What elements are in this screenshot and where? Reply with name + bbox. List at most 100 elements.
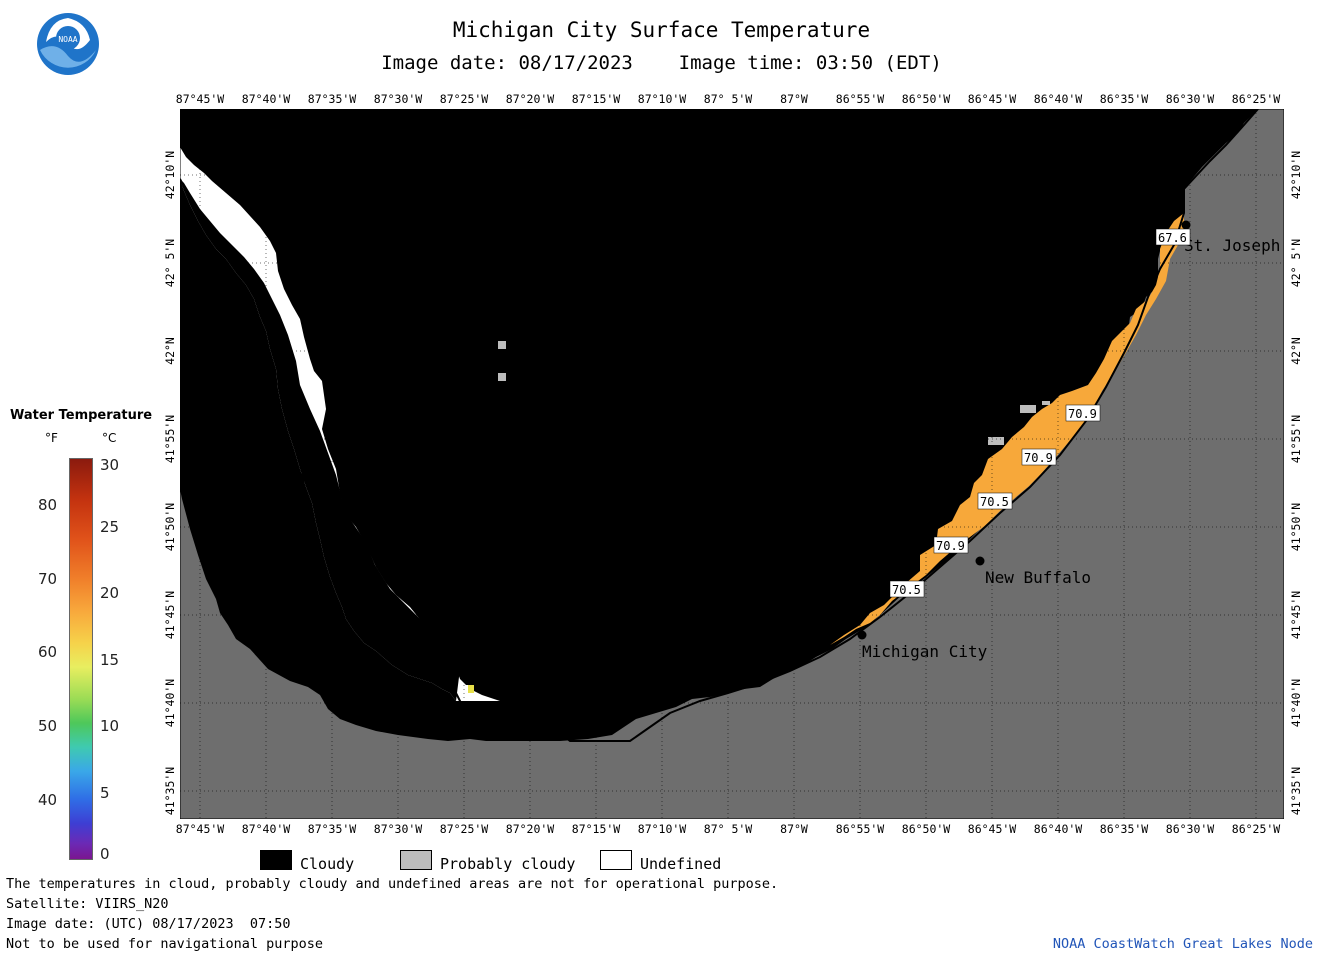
lon-tick-bottom-2: 87°35'W	[307, 822, 357, 836]
temp-label-text: 70.5	[892, 583, 921, 597]
st-joseph-label: St. Joseph	[1184, 236, 1280, 255]
noaa-logo-text: NOAA	[58, 35, 77, 44]
lat-tick-left-2: 42°N	[163, 337, 177, 365]
color-scale-bar	[69, 458, 93, 860]
lon-tick-top-16: 86°25'W	[1231, 92, 1281, 106]
lat-tick-left-1: 42° 5'N	[163, 238, 177, 288]
legend-f-tick-4: 40	[38, 791, 58, 809]
lat-tick-left-0: 42°10'N	[163, 150, 177, 200]
st-joseph-marker	[1181, 220, 1191, 230]
undefined-swatch	[600, 850, 632, 870]
lat-tick-right-6: 41°40'N	[1289, 678, 1303, 728]
lon-tick-top-7: 87°10'W	[637, 92, 687, 106]
chicago-shore-inner-cloud	[180, 179, 460, 701]
legend-f-tick-3: 50	[38, 717, 58, 735]
lat-tick-left-7: 41°35'N	[163, 766, 177, 816]
footer-satellite: Satellite: VIIRS_N20	[6, 896, 169, 912]
temp-label-text: 70.9	[1068, 407, 1097, 421]
lake-cloud-area	[180, 109, 1258, 741]
new-buffalo-label: New Buffalo	[985, 568, 1091, 587]
michigan-city-marker	[857, 630, 867, 640]
footer-credit: NOAA CoastWatch Great Lakes Node	[1052, 936, 1313, 952]
lat-tick-left-5: 41°45'N	[163, 590, 177, 640]
temp-label-text: 70.9	[1024, 451, 1053, 465]
probably-cloudy-key-label: Probably cloudy	[440, 855, 576, 873]
legend-unit-f: °F	[45, 431, 58, 445]
lon-tick-top-3: 87°30'W	[373, 92, 423, 106]
temp-label: 70.9	[1065, 404, 1101, 422]
lon-tick-bottom-15: 86°30'W	[1165, 822, 1215, 836]
lon-tick-top-10: 86°55'W	[835, 92, 885, 106]
lon-tick-top-15: 86°30'W	[1165, 92, 1215, 106]
legend-c-tick-2: 20	[100, 584, 120, 602]
temp-label-text: 70.5	[980, 495, 1009, 509]
legend-f-tick-1: 70	[38, 570, 58, 588]
cloudy-key-label: Cloudy	[300, 855, 355, 873]
legend-c-tick-0: 30	[100, 456, 120, 474]
lon-tick-bottom-11: 86°50'W	[901, 822, 951, 836]
temp-label: 67.6	[1155, 228, 1191, 246]
footer-note: The temperatures in cloud, probably clou…	[6, 876, 779, 892]
lon-tick-top-2: 87°35'W	[307, 92, 357, 106]
lon-tick-bottom-12: 86°45'W	[967, 822, 1017, 836]
lon-tick-top-14: 86°35'W	[1099, 92, 1149, 106]
lat-tick-right-4: 41°50'N	[1289, 502, 1303, 552]
lon-tick-bottom-7: 87°10'W	[637, 822, 687, 836]
chicago-label: Chicago	[228, 483, 295, 502]
lon-tick-top-1: 87°40'W	[241, 92, 291, 106]
lon-tick-top-9: 87°W	[780, 92, 808, 106]
legend-c-tick-4: 10	[100, 717, 120, 735]
legend-title: Water Temperature	[10, 408, 153, 423]
legend-c-tick-3: 15	[100, 651, 120, 669]
lat-tick-left-6: 41°40'N	[163, 678, 177, 728]
lon-tick-bottom-6: 87°15'W	[571, 822, 621, 836]
lon-tick-bottom-4: 87°25'W	[439, 822, 489, 836]
lat-tick-right-2: 42°N	[1289, 337, 1303, 365]
warm-pixel	[468, 685, 474, 693]
lon-tick-top-4: 87°25'W	[439, 92, 489, 106]
legend-f-tick-2: 60	[38, 643, 58, 661]
probably-cloudy-pixel	[498, 341, 506, 349]
probably-cloudy-pixel	[1020, 405, 1036, 413]
lat-tick-right-1: 42° 5'N	[1289, 238, 1303, 288]
michigan-city-label: Michigan City	[862, 642, 988, 661]
legend-c-tick-1: 25	[100, 518, 120, 536]
probably-cloudy-pixel	[498, 373, 506, 381]
undefined-key-label: Undefined	[640, 855, 722, 873]
map: Chicago Michigan City New Buffalo St. Jo…	[180, 109, 1284, 819]
chicago-marker	[297, 473, 307, 483]
lon-tick-top-5: 87°20'W	[505, 92, 555, 106]
temp-label: 70.5	[889, 580, 925, 598]
probably-cloudy-pixel	[1042, 401, 1050, 405]
lon-tick-top-12: 86°45'W	[967, 92, 1017, 106]
legend-f-tick-0: 80	[38, 496, 58, 514]
shoreline	[180, 109, 1259, 742]
lon-tick-top-13: 86°40'W	[1033, 92, 1083, 106]
lat-tick-left-3: 41°55'N	[163, 414, 177, 464]
temp-label: 70.9	[1021, 448, 1057, 466]
cloudy-swatch	[260, 850, 292, 870]
footer-nav-warning: Not to be used for navigational purpose	[6, 936, 323, 952]
lon-tick-top-6: 87°15'W	[571, 92, 621, 106]
lat-tick-left-4: 41°50'N	[163, 502, 177, 552]
lon-tick-top-11: 86°50'W	[901, 92, 951, 106]
lon-tick-bottom-13: 86°40'W	[1033, 822, 1083, 836]
lat-tick-right-3: 41°55'N	[1289, 414, 1303, 464]
temp-label: 70.5	[977, 492, 1013, 510]
lon-tick-bottom-9: 87°W	[780, 822, 808, 836]
probably-cloudy-swatch	[400, 850, 432, 870]
image-date-time: Image date: 08/17/2023 Image time: 03:50…	[0, 52, 1323, 74]
graticule	[180, 109, 1284, 819]
footer-utc-date: Image date: (UTC) 08/17/2023 07:50	[6, 916, 291, 932]
lon-tick-bottom-3: 87°30'W	[373, 822, 423, 836]
lon-tick-top-0: 87°45'W	[175, 92, 225, 106]
lat-tick-right-0: 42°10'N	[1289, 150, 1303, 200]
image-date: Image date: 08/17/2023	[381, 52, 633, 74]
lon-tick-bottom-0: 87°45'W	[175, 822, 225, 836]
lon-tick-bottom-1: 87°40'W	[241, 822, 291, 836]
lon-tick-bottom-16: 86°25'W	[1231, 822, 1281, 836]
lon-tick-bottom-14: 86°35'W	[1099, 822, 1149, 836]
temp-label: 70.9	[933, 536, 969, 554]
temp-label-text: 67.6	[1158, 231, 1187, 245]
legend-unit-c: °C	[102, 431, 117, 445]
